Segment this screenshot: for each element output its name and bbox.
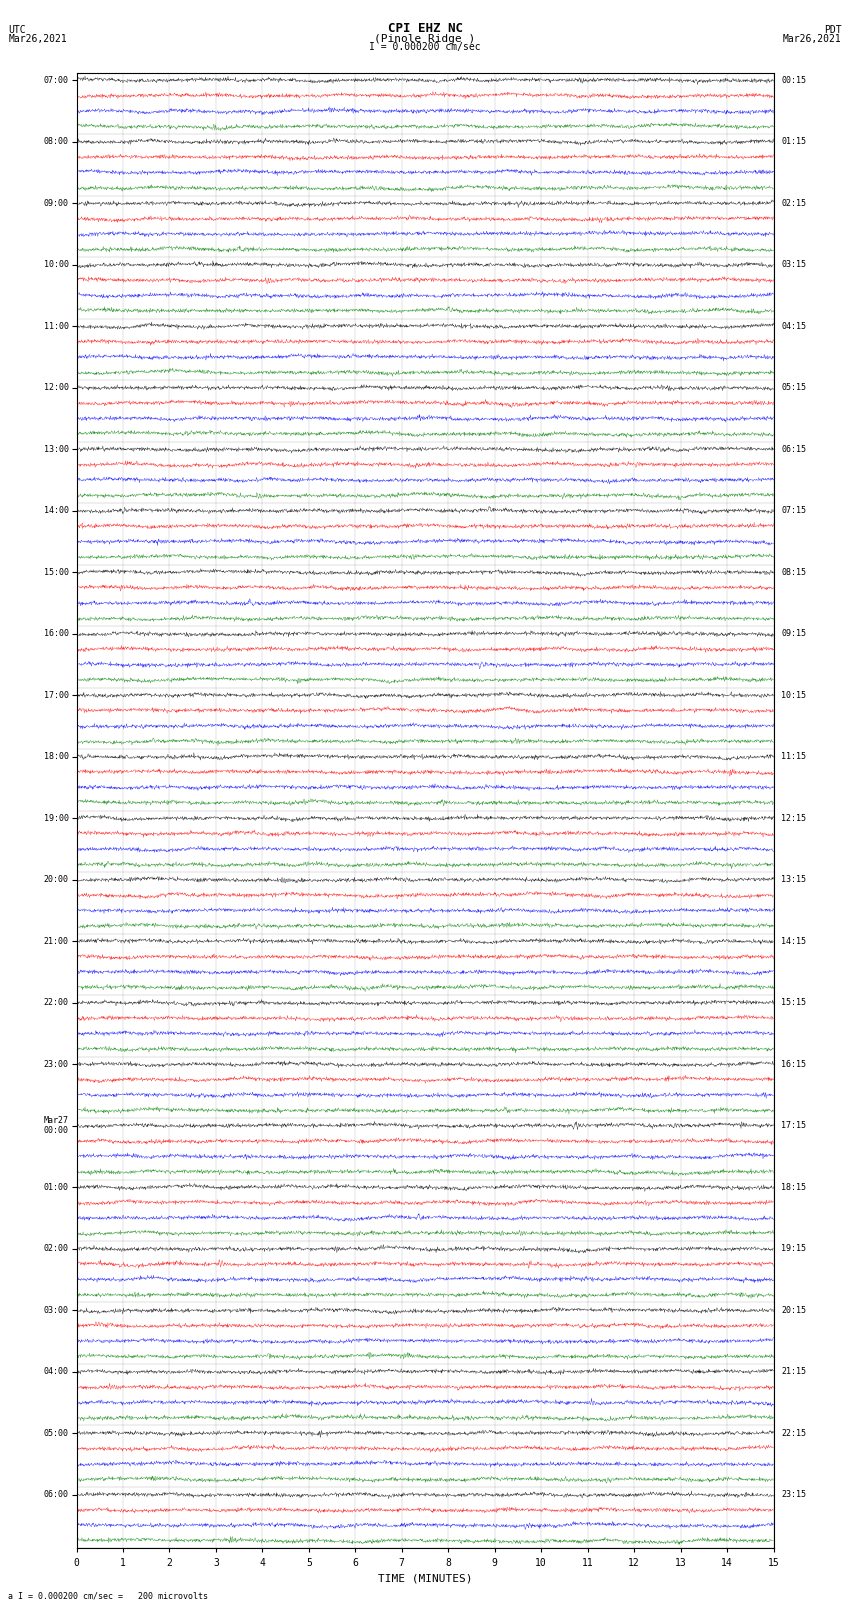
Text: Mar26,2021: Mar26,2021 [8, 34, 67, 44]
Text: CPI EHZ NC: CPI EHZ NC [388, 21, 462, 35]
Text: Mar26,2021: Mar26,2021 [783, 34, 842, 44]
Text: I = 0.000200 cm/sec: I = 0.000200 cm/sec [369, 42, 481, 52]
Text: PDT: PDT [824, 24, 842, 35]
X-axis label: TIME (MINUTES): TIME (MINUTES) [377, 1573, 473, 1582]
Text: a I = 0.000200 cm/sec =   200 microvolts: a I = 0.000200 cm/sec = 200 microvolts [8, 1590, 208, 1600]
Text: UTC: UTC [8, 24, 26, 35]
Text: (Pinole Ridge ): (Pinole Ridge ) [374, 34, 476, 44]
